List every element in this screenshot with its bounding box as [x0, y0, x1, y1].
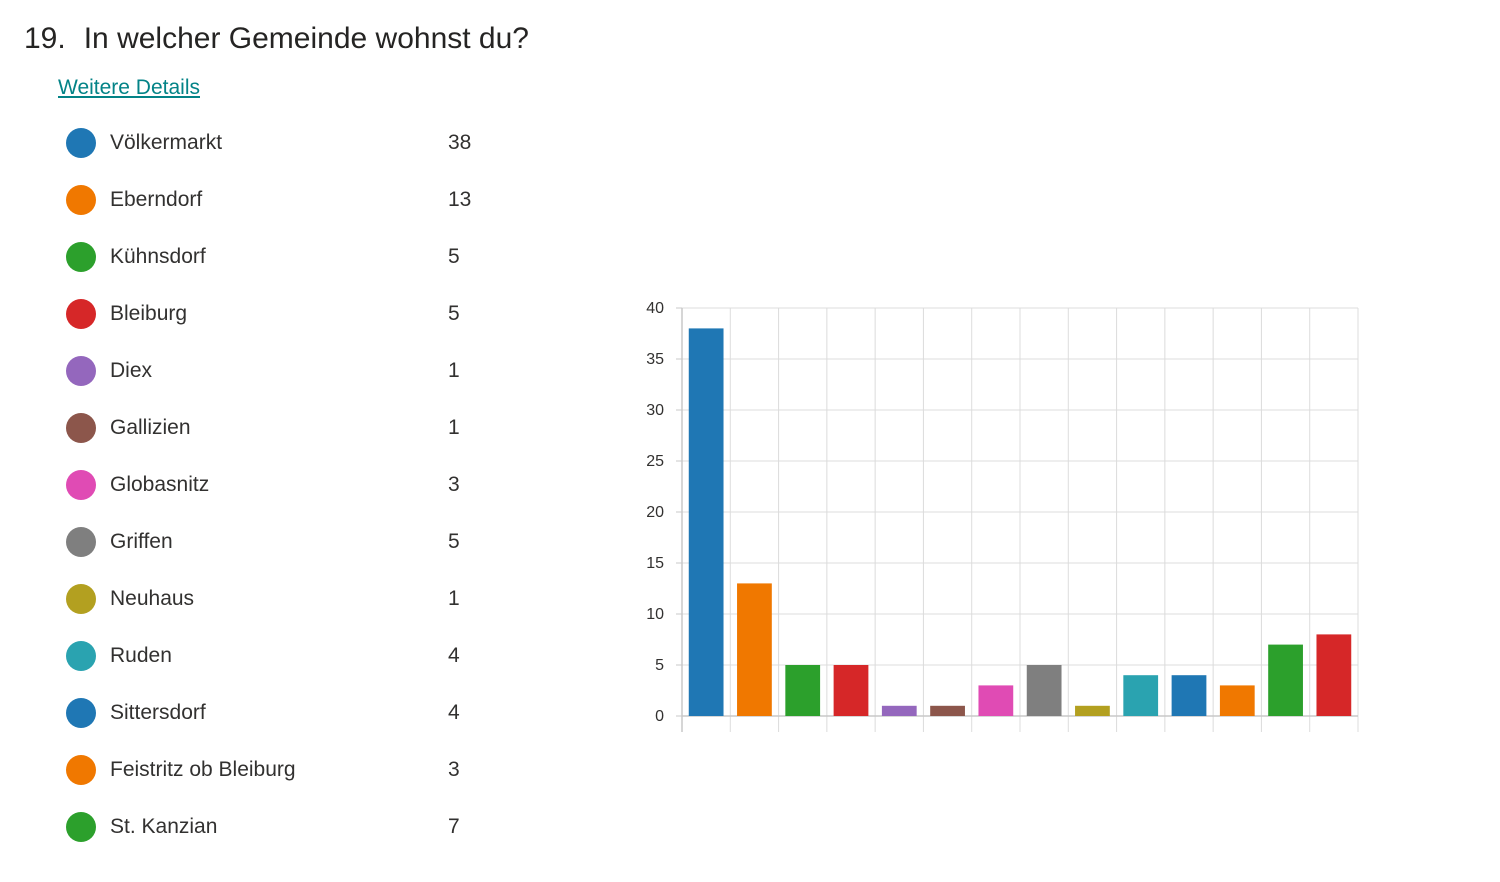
legend-item: Griffen 5: [66, 513, 486, 570]
legend-color-dot-icon: [66, 470, 96, 500]
y-tick-label: 5: [655, 657, 664, 674]
bar: [978, 685, 1013, 716]
legend-label: Gallizien: [110, 416, 191, 440]
bar: [882, 706, 917, 716]
legend-label: Bleiburg: [110, 302, 187, 326]
legend-color-dot-icon: [66, 242, 96, 272]
legend-count: 13: [448, 188, 471, 212]
legend-count: 3: [448, 758, 460, 782]
more-details-link[interactable]: Weitere Details: [58, 76, 200, 100]
legend-item: Gallizien 1: [66, 399, 486, 456]
legend-color-dot-icon: [66, 356, 96, 386]
bar: [737, 583, 772, 716]
legend-label: Diex: [110, 359, 152, 383]
legend-color-dot-icon: [66, 584, 96, 614]
legend-color-dot-icon: [66, 185, 96, 215]
chart-legend: Völkermarkt 38 Eberndorf 13 Kühnsdorf 5 Bleibu…: [66, 114, 486, 855]
legend-item: Bleiburg 5: [66, 285, 486, 342]
bar: [930, 706, 965, 716]
y-tick-label: 10: [646, 606, 664, 623]
legend-color-dot-icon: [66, 413, 96, 443]
legend-item: Globasnitz 3: [66, 456, 486, 513]
bar: [689, 328, 724, 716]
legend-item: Kühnsdorf 5: [66, 228, 486, 285]
legend-color-dot-icon: [66, 698, 96, 728]
y-tick-label: 20: [646, 504, 664, 521]
y-tick-label: 25: [646, 453, 664, 470]
bar: [1075, 706, 1110, 716]
legend-color-dot-icon: [66, 299, 96, 329]
y-tick-label: 30: [646, 402, 664, 419]
bar: [1268, 645, 1303, 716]
bar: [785, 665, 820, 716]
legend-color-dot-icon: [66, 128, 96, 158]
legend-label: Sittersdorf: [110, 701, 206, 725]
legend-color-dot-icon: [66, 812, 96, 842]
legend-label: Griffen: [110, 530, 173, 554]
legend-label: Völkermarkt: [110, 131, 222, 155]
legend-item: Völkermarkt 38: [66, 114, 486, 171]
legend-count: 1: [448, 587, 460, 611]
legend-count: 5: [448, 530, 460, 554]
legend-count: 1: [448, 416, 460, 440]
legend-label: Neuhaus: [110, 587, 194, 611]
legend-label: Ruden: [110, 644, 172, 668]
bar-chart: 0 5 10 15 20 25 30 35 40: [620, 280, 1380, 750]
legend-count: 4: [448, 644, 460, 668]
legend-label: Globasnitz: [110, 473, 209, 497]
legend-label: St. Kanzian: [110, 815, 217, 839]
legend-item: Diex 1: [66, 342, 486, 399]
legend-item: Eberndorf 13: [66, 171, 486, 228]
legend-label: Kühnsdorf: [110, 245, 206, 269]
bar: [1027, 665, 1062, 716]
legend-item: St. Kanzian 7: [66, 798, 486, 855]
bar: [834, 665, 869, 716]
y-tick-label: 40: [646, 300, 664, 317]
legend-count: 7: [448, 815, 460, 839]
bar: [1316, 634, 1351, 716]
legend-item: Neuhaus 1: [66, 570, 486, 627]
legend-count: 5: [448, 245, 460, 269]
legend-count: 1: [448, 359, 460, 383]
legend-item: Ruden 4: [66, 627, 486, 684]
legend-color-dot-icon: [66, 755, 96, 785]
legend-item: Feistritz ob Bleiburg 3: [66, 741, 486, 798]
legend-color-dot-icon: [66, 527, 96, 557]
legend-count: 38: [448, 131, 471, 155]
legend-count: 3: [448, 473, 460, 497]
legend-label: Feistritz ob Bleiburg: [110, 758, 296, 782]
question-number: 19.: [24, 22, 66, 56]
legend-count: 4: [448, 701, 460, 725]
bar: [1123, 675, 1158, 716]
bar: [1220, 685, 1255, 716]
bar: [1172, 675, 1207, 716]
question-title: In welcher Gemeinde wohnst du?: [84, 22, 529, 56]
legend-color-dot-icon: [66, 641, 96, 671]
y-tick-label: 0: [655, 708, 664, 725]
y-tick-label: 35: [646, 351, 664, 368]
legend-label: Eberndorf: [110, 188, 202, 212]
y-tick-label: 15: [646, 555, 664, 572]
legend-item: Sittersdorf 4: [66, 684, 486, 741]
question-header: 19. In welcher Gemeinde wohnst du?: [24, 22, 529, 56]
legend-count: 5: [448, 302, 460, 326]
